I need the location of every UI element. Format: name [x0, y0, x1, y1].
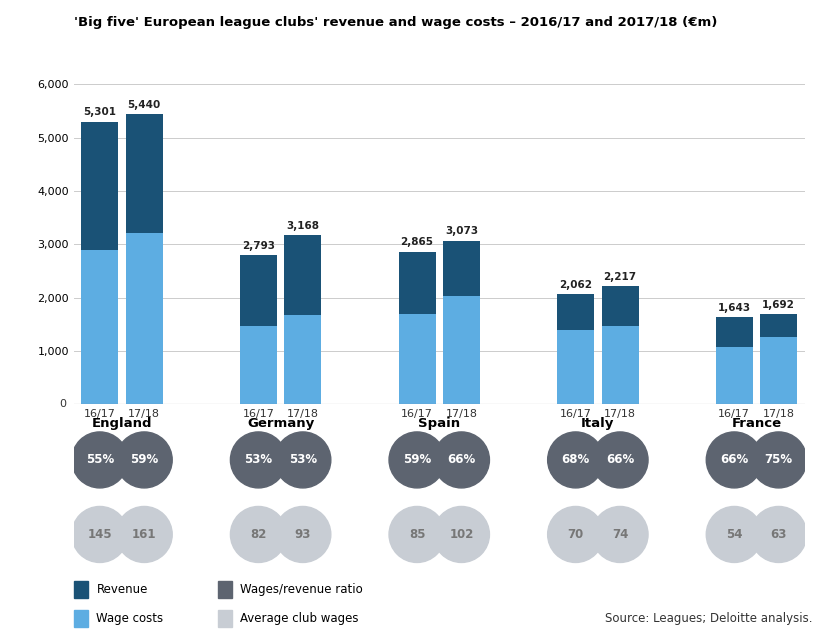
Ellipse shape: [750, 432, 807, 488]
Text: 55%: 55%: [85, 453, 114, 467]
Bar: [284, 236, 321, 404]
Text: 3,217: 3,217: [127, 314, 161, 324]
Ellipse shape: [750, 507, 807, 562]
Text: 2,217: 2,217: [603, 272, 636, 282]
Text: 1,472: 1,472: [603, 360, 636, 370]
Ellipse shape: [71, 507, 128, 562]
Bar: [81, 122, 118, 404]
Ellipse shape: [275, 507, 331, 562]
Text: 68%: 68%: [562, 453, 589, 467]
Text: 3,073: 3,073: [445, 226, 478, 236]
Text: France: France: [732, 417, 782, 429]
Text: Revenue: Revenue: [97, 583, 148, 596]
Text: 70: 70: [567, 528, 584, 541]
Text: 59%: 59%: [130, 453, 158, 467]
Ellipse shape: [389, 432, 445, 488]
Ellipse shape: [548, 432, 603, 488]
Ellipse shape: [275, 432, 331, 488]
Text: 5,301: 5,301: [83, 107, 117, 117]
Bar: [398, 252, 435, 404]
Ellipse shape: [592, 432, 648, 488]
Bar: [716, 347, 753, 404]
Text: 3,168: 3,168: [287, 221, 319, 231]
Text: 1,401: 1,401: [559, 362, 592, 372]
Ellipse shape: [592, 507, 648, 562]
Text: Average club wages: Average club wages: [241, 612, 359, 625]
Bar: [126, 114, 163, 404]
Ellipse shape: [706, 432, 762, 488]
Text: 59%: 59%: [403, 453, 431, 467]
Bar: [557, 295, 594, 404]
Bar: [218, 580, 232, 598]
Text: 74: 74: [612, 528, 628, 541]
Bar: [602, 286, 639, 404]
Bar: [284, 315, 321, 404]
Bar: [760, 314, 797, 404]
Bar: [240, 325, 277, 404]
Text: 'Big five' European league clubs' revenue and wage costs – 2016/17 and 2017/18 (: 'Big five' European league clubs' revenu…: [74, 16, 718, 29]
Bar: [398, 315, 435, 404]
Text: 1,478: 1,478: [242, 360, 275, 370]
Text: 1,674: 1,674: [287, 355, 319, 365]
Bar: [602, 326, 639, 404]
Bar: [74, 610, 89, 627]
Text: 1,643: 1,643: [718, 302, 751, 313]
Text: 53%: 53%: [245, 453, 273, 467]
Text: 2,062: 2,062: [559, 280, 592, 290]
Ellipse shape: [231, 507, 287, 562]
Text: 82: 82: [250, 528, 267, 541]
Text: 66%: 66%: [447, 453, 475, 467]
Text: 102: 102: [449, 528, 474, 541]
Text: 93: 93: [295, 528, 311, 541]
Text: 66%: 66%: [606, 453, 634, 467]
Text: 2,033: 2,033: [445, 345, 478, 355]
Text: Spain: Spain: [418, 417, 461, 429]
Text: Italy: Italy: [581, 417, 615, 429]
Ellipse shape: [433, 507, 489, 562]
Ellipse shape: [433, 432, 489, 488]
Text: Germany: Germany: [247, 417, 314, 429]
Text: 85: 85: [409, 528, 425, 541]
Bar: [443, 296, 480, 404]
Text: Wages/revenue ratio: Wages/revenue ratio: [241, 583, 363, 596]
Text: Wage costs: Wage costs: [97, 612, 163, 625]
Ellipse shape: [548, 507, 603, 562]
Text: 5,440: 5,440: [127, 100, 161, 110]
Bar: [74, 580, 89, 598]
Text: 2,894: 2,894: [83, 322, 117, 333]
Text: 1,078: 1,078: [718, 370, 751, 381]
Ellipse shape: [117, 507, 172, 562]
Text: 0: 0: [60, 399, 67, 410]
Text: Source: Leagues; Deloitte analysis.: Source: Leagues; Deloitte analysis.: [605, 612, 813, 625]
Ellipse shape: [71, 432, 128, 488]
Text: 66%: 66%: [720, 453, 749, 467]
Bar: [557, 330, 594, 404]
Text: 1,262: 1,262: [762, 366, 796, 376]
Text: 63: 63: [770, 528, 787, 541]
Bar: [760, 337, 797, 404]
Ellipse shape: [231, 432, 287, 488]
Text: 2,793: 2,793: [242, 241, 275, 251]
Text: England: England: [92, 417, 152, 429]
Bar: [126, 233, 163, 404]
Text: 1,692: 1,692: [762, 300, 795, 310]
Bar: [443, 241, 480, 404]
Text: 53%: 53%: [289, 453, 317, 467]
Bar: [716, 317, 753, 404]
Ellipse shape: [389, 507, 445, 562]
Ellipse shape: [706, 507, 762, 562]
Bar: [218, 610, 232, 627]
Bar: [81, 250, 118, 404]
Text: 1,691: 1,691: [401, 354, 433, 365]
Text: 161: 161: [132, 528, 157, 541]
Bar: [240, 256, 277, 404]
Ellipse shape: [117, 432, 172, 488]
Text: 75%: 75%: [764, 453, 793, 467]
Text: 2,865: 2,865: [401, 238, 433, 247]
Text: 145: 145: [88, 528, 112, 541]
Text: 54: 54: [726, 528, 742, 541]
